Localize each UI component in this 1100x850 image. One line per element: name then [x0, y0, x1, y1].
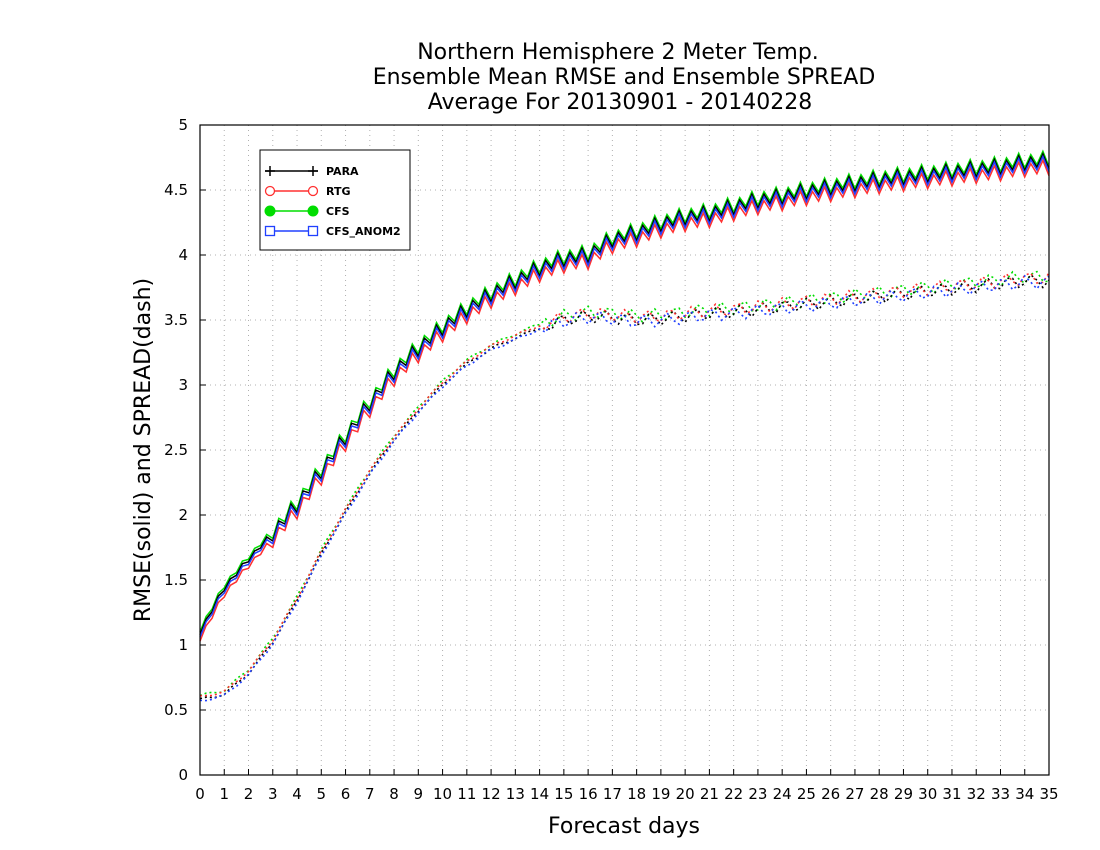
x-tick-label: 9	[414, 785, 424, 803]
x-tick-label: 28	[870, 785, 889, 803]
x-tick-label: 2	[244, 785, 254, 803]
x-tick-label: 19	[651, 785, 670, 803]
series-layer	[199, 149, 1050, 702]
x-tick-label: 13	[506, 785, 525, 803]
legend-marker-square	[307, 225, 319, 237]
y-tick-label: 1.5	[164, 571, 188, 589]
x-tick-label: 16	[579, 785, 598, 803]
legend-marker-circle	[307, 185, 319, 197]
x-tick-label: 20	[676, 785, 695, 803]
x-tick-label: 24	[773, 785, 792, 803]
legend-marker-dot	[264, 205, 276, 217]
x-tick-label: 0	[195, 785, 205, 803]
spread-line-cfs-anom2	[199, 274, 1050, 702]
x-tick-label: 23	[748, 785, 767, 803]
y-tick-label: 5	[178, 116, 188, 134]
legend-label-rtg: RTG	[326, 185, 351, 198]
x-tick-label: 22	[724, 785, 743, 803]
grid-lines	[200, 125, 1049, 775]
x-tick-label: 1	[219, 785, 229, 803]
y-tick-label: 0.5	[164, 701, 188, 719]
x-tick-label: 5	[317, 785, 327, 803]
x-tick-label: 14	[530, 785, 549, 803]
y-tick-label: 4	[178, 246, 188, 264]
spread-line-rtg	[199, 272, 1050, 697]
rmse-line-cfs-anom2	[199, 154, 1050, 638]
legend-box	[259, 149, 411, 251]
x-tick-label: 4	[292, 785, 302, 803]
x-axis-title: Forecast days	[548, 814, 700, 839]
y-tick-label: 4.5	[164, 181, 188, 199]
legend-marker-circle	[264, 185, 276, 197]
legend-label-para: PARA	[326, 165, 359, 178]
y-tick-label: 2	[178, 506, 188, 524]
spread-line-cfs	[199, 270, 1050, 697]
y-tick-label: 0	[178, 766, 188, 784]
x-tick-label: 10	[433, 785, 452, 803]
legend-marker-plus	[308, 166, 318, 176]
x-tick-label: 17	[603, 785, 622, 803]
x-tick-label: 7	[365, 785, 375, 803]
x-tick-label: 31	[942, 785, 961, 803]
x-tick-label: 15	[554, 785, 573, 803]
rmse-line-rtg	[199, 158, 1050, 642]
x-tick-label: 26	[821, 785, 840, 803]
rmse-line-cfs	[199, 149, 1050, 633]
x-axis: 0 1 2 3 4 5 6 7 8 9 10 11 12 13 14 15 16 17 18 19 20 21 22 23 24…	[195, 769, 1059, 803]
x-tick-label: 27	[845, 785, 864, 803]
x-tick-label: 29	[894, 785, 913, 803]
x-tick-label: 12	[482, 785, 501, 803]
x-tick-label: 34	[1015, 785, 1034, 803]
x-tick-label: 33	[991, 785, 1010, 803]
y-tick-label: 3.5	[164, 311, 188, 329]
title-line-3: Average For 20130901 - 20140228	[428, 90, 813, 115]
x-tick-label: 6	[341, 785, 351, 803]
y-axis: 0 0.5 1 1.5 2 2.5 3 3.5 4 4.5 5	[164, 116, 206, 784]
chart-title: Northern Hemisphere 2 Meter Temp. Ensemb…	[373, 40, 876, 115]
y-tick-label: 1	[178, 636, 188, 654]
rmse-line-para	[199, 151, 1050, 635]
x-tick-label: 21	[700, 785, 719, 803]
y-tick-label: 2.5	[164, 441, 188, 459]
legend-marker-square	[264, 225, 276, 237]
title-line-1: Northern Hemisphere 2 Meter Temp.	[417, 40, 819, 65]
legend-marker-plus	[265, 166, 275, 176]
x-tick-label: 3	[268, 785, 278, 803]
legend-label-cfs-anom2: CFS_ANOM2	[326, 225, 401, 238]
spread-line-para	[199, 273, 1050, 700]
x-tick-label: 25	[797, 785, 816, 803]
legend: PARA RTG CFS CFS_ANOM2	[259, 149, 411, 251]
y-axis-title: RMSE(solid) and SPREAD(dash)	[131, 278, 156, 622]
x-tick-label: 32	[967, 785, 986, 803]
legend-marker-dot	[307, 205, 319, 217]
x-tick-label: 8	[389, 785, 399, 803]
x-tick-label: 18	[627, 785, 646, 803]
y-tick-label: 3	[178, 376, 188, 394]
x-tick-label: 11	[457, 785, 476, 803]
title-line-2: Ensemble Mean RMSE and Ensemble SPREAD	[373, 65, 876, 90]
x-tick-label: 30	[918, 785, 937, 803]
legend-label-cfs: CFS	[326, 205, 350, 218]
x-tick-label: 35	[1039, 785, 1058, 803]
